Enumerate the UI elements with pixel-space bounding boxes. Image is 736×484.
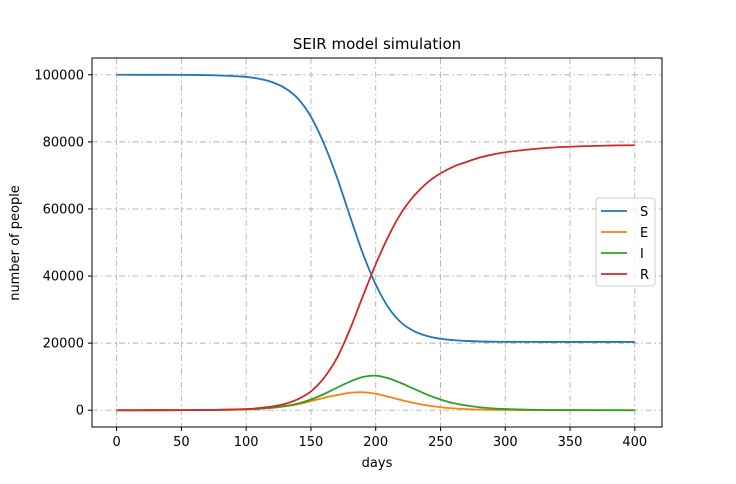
series-layer — [116, 73, 635, 412]
legend-label-i: I — [640, 247, 644, 262]
legend-label-s: S — [640, 205, 648, 220]
x-axis-label: days — [362, 456, 393, 471]
x-tick-label: 200 — [363, 435, 388, 450]
x-tick-label: 50 — [173, 435, 190, 450]
y-axis-label: number of people — [8, 185, 23, 301]
chart-title: SEIR model simulation — [293, 35, 461, 53]
grid-layer — [92, 58, 662, 427]
x-tick-label: 250 — [428, 435, 453, 450]
x-tick-label: 0 — [112, 435, 120, 450]
legend: SEIR — [595, 197, 656, 287]
plot-frame — [91, 57, 663, 428]
series-line-s — [116, 73, 635, 343]
x-tick-label: 100 — [234, 435, 259, 450]
y-tick-label: 20000 — [43, 337, 84, 352]
x-tick-label: 300 — [493, 435, 518, 450]
x-tick-label: 400 — [622, 435, 647, 450]
y-tick-label: 100000 — [34, 68, 84, 83]
x-tick-label: 350 — [558, 435, 583, 450]
x-tick-label: 150 — [299, 435, 324, 450]
y-tick-label: 80000 — [43, 135, 84, 150]
y-tick-label: 60000 — [43, 202, 84, 217]
legend-box — [595, 197, 656, 287]
y-tick-label: 0 — [76, 404, 84, 419]
y-tick-label: 40000 — [43, 270, 84, 285]
legend-label-e: E — [640, 226, 648, 241]
legend-label-r: R — [640, 268, 649, 283]
tick-layer: 0 50 100 150 200 250 300 350 400 0 20000 40000 60000… — [34, 68, 647, 450]
series-line-r — [116, 144, 635, 412]
